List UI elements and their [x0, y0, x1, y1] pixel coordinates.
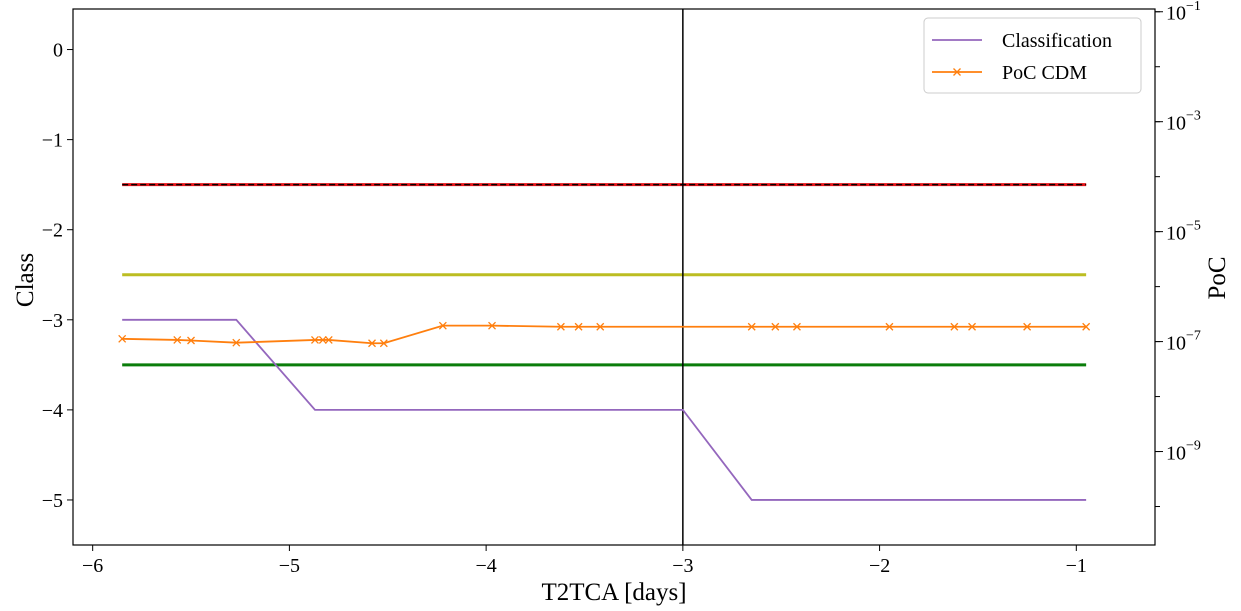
series-1-point-17 — [885, 322, 894, 331]
y2-tick-base: 10 — [1166, 223, 1186, 245]
series-line-0 — [122, 318, 1087, 501]
legend-marker-poc-cdm — [953, 68, 961, 76]
marker-stroke-b — [950, 322, 959, 331]
marker-stroke-b — [187, 336, 195, 345]
marker-stroke-b — [574, 322, 583, 331]
y-axis-ticks: 0 −1 −2 −3 −4 −5 — [42, 40, 73, 512]
y2-tick-label: 10−1 — [1166, 0, 1201, 25]
marker-stroke-b — [968, 322, 977, 331]
series-1-point-11 — [556, 322, 565, 331]
series-1-point-14 — [747, 322, 756, 331]
series-1-point-10 — [488, 321, 496, 330]
x-axis-title: T2TCA [days] — [541, 579, 686, 606]
series-1-point-4 — [311, 335, 319, 344]
series-line-1 — [122, 324, 1087, 345]
axes-border — [72, 8, 1156, 546]
x-tick-label: −2 — [869, 555, 890, 577]
series-1-point-13 — [596, 322, 605, 331]
y-tick-label: −4 — [42, 400, 63, 422]
y-tick-label: −2 — [42, 220, 63, 242]
series-1-point-6 — [324, 335, 333, 344]
y2-tick-exponent: −9 — [1186, 439, 1201, 454]
legend-box — [923, 17, 1142, 94]
y2-tick-base: 10 — [1166, 443, 1186, 465]
y-tick-label: −1 — [42, 130, 63, 152]
marker-stroke-b — [596, 322, 605, 331]
y2-axis-title: PoC — [1204, 256, 1231, 299]
legend-label-classification: Classification — [1002, 30, 1112, 52]
marker-stroke-b — [324, 335, 333, 344]
y-axis-title: Class — [12, 253, 39, 307]
x-tick-label: −5 — [279, 555, 300, 577]
y-tick-label: −3 — [42, 310, 63, 332]
y2-tick-label: 10−9 — [1166, 439, 1201, 465]
marker-stroke-b — [771, 322, 780, 331]
series-layer — [118, 318, 1091, 501]
marker-stroke-b — [747, 322, 756, 331]
y-tick-label: −5 — [42, 490, 63, 512]
marker-stroke-b — [488, 321, 496, 330]
series-1-point-2 — [187, 336, 195, 345]
x-tick-label: −6 — [82, 555, 103, 577]
legend: Classification PoC CDM — [923, 17, 1142, 94]
series-1-point-0 — [118, 334, 127, 343]
series-1-point-20 — [1023, 322, 1032, 331]
series-1-point-3 — [232, 338, 241, 347]
series-1-point-12 — [574, 322, 583, 331]
marker-stroke-b — [318, 335, 327, 344]
y2-tick-label: 10−5 — [1166, 219, 1201, 245]
y2-tick-exponent: −3 — [1186, 109, 1201, 124]
marker-stroke-b — [118, 334, 127, 343]
series-1-point-16 — [792, 322, 801, 331]
marker-stroke-b — [438, 321, 447, 330]
x-axis-ticks: −6 −5 −4 −3 −2 −1 — [82, 545, 1087, 577]
legend-marker-stroke-b — [953, 68, 961, 76]
marker-stroke-b — [368, 339, 376, 348]
axes-frame — [72, 8, 1156, 546]
series-1-point-15 — [771, 322, 780, 331]
marker-stroke-b — [885, 322, 894, 331]
marker-stroke-b — [311, 335, 319, 344]
series-1-point-5 — [318, 335, 327, 344]
y2-tick-label: 10−3 — [1166, 109, 1201, 135]
series-1-point-9 — [438, 321, 447, 330]
series-1-point-18 — [950, 322, 959, 331]
y2-tick-base: 10 — [1166, 333, 1186, 355]
marker-stroke-b — [232, 338, 241, 347]
series-1-point-1 — [173, 335, 182, 344]
series-1-point-8 — [379, 339, 388, 348]
y2-tick-exponent: −5 — [1186, 219, 1201, 234]
y2-tick-base: 10 — [1166, 113, 1186, 135]
marker-stroke-b — [379, 339, 388, 348]
threshold-lines — [122, 183, 1087, 367]
x-tick-label: −4 — [475, 555, 496, 577]
y-tick-label: 0 — [53, 40, 63, 62]
legend-label-poc-cdm: PoC CDM — [1002, 62, 1087, 84]
y2-axis-ticks: 10−910−710−510−310−1 — [1155, 0, 1201, 508]
x-tick-label: −1 — [1066, 555, 1087, 577]
marker-stroke-b — [173, 335, 182, 344]
y2-tick-exponent: −1 — [1186, 0, 1201, 14]
marker-stroke-b — [556, 322, 565, 331]
x-tick-label: −3 — [672, 555, 693, 577]
y2-tick-label: 10−7 — [1166, 329, 1201, 355]
series-1-point-7 — [368, 339, 376, 348]
series-1-point-21 — [1082, 322, 1091, 331]
series-1-point-19 — [968, 322, 977, 331]
y2-tick-exponent: −7 — [1186, 329, 1201, 344]
marker-stroke-b — [792, 322, 801, 331]
marker-stroke-b — [1082, 322, 1091, 331]
y2-tick-base: 10 — [1166, 3, 1186, 25]
marker-stroke-b — [1023, 322, 1032, 331]
